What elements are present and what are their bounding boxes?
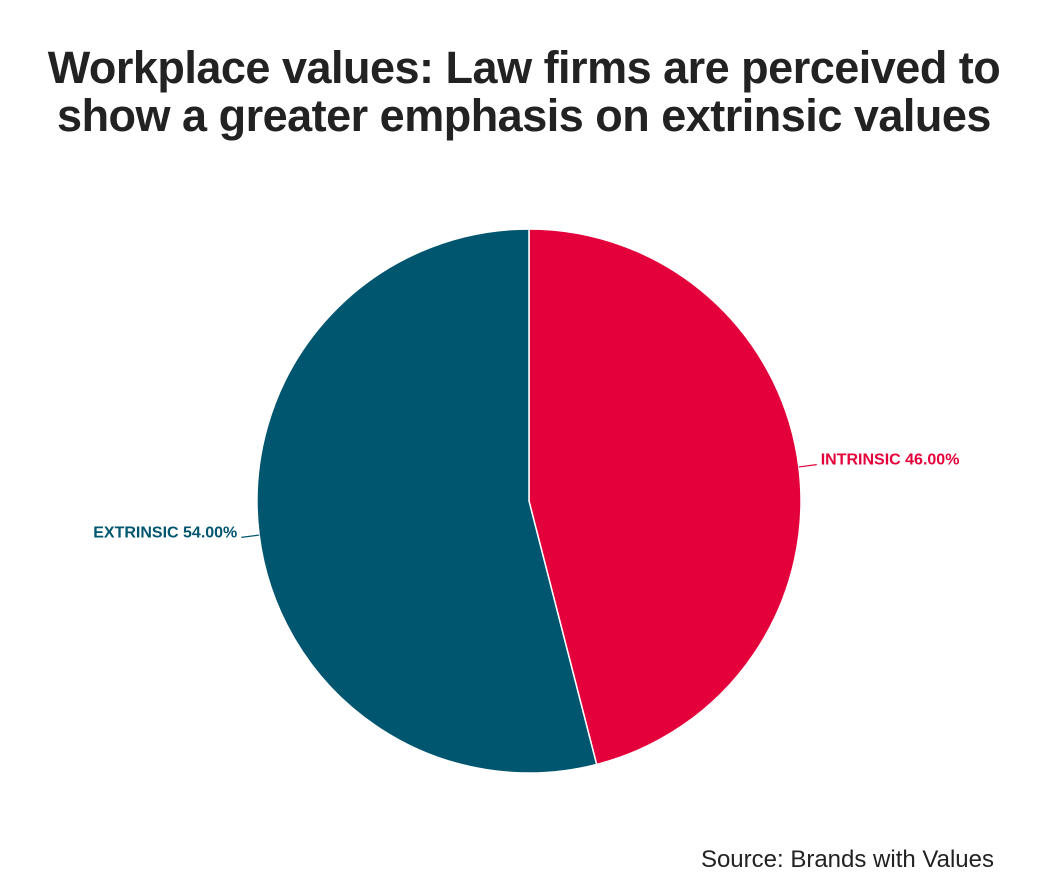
pie-slice [256,228,598,774]
value-label: 54.00% [183,525,237,542]
leader-line [798,464,817,468]
chart-title: Workplace values: Law firms are perceive… [47,42,1001,141]
data-label: EXTRINSIC 54.00% [93,525,237,542]
category-label: EXTRINSIC [93,525,179,542]
value-label: 46.00% [905,452,959,469]
category-label: INTRINSIC [821,452,901,469]
leader-line [241,534,260,538]
data-label: INTRINSIC 46.00% [821,452,960,469]
source: Source: Brands with Values [700,846,994,873]
